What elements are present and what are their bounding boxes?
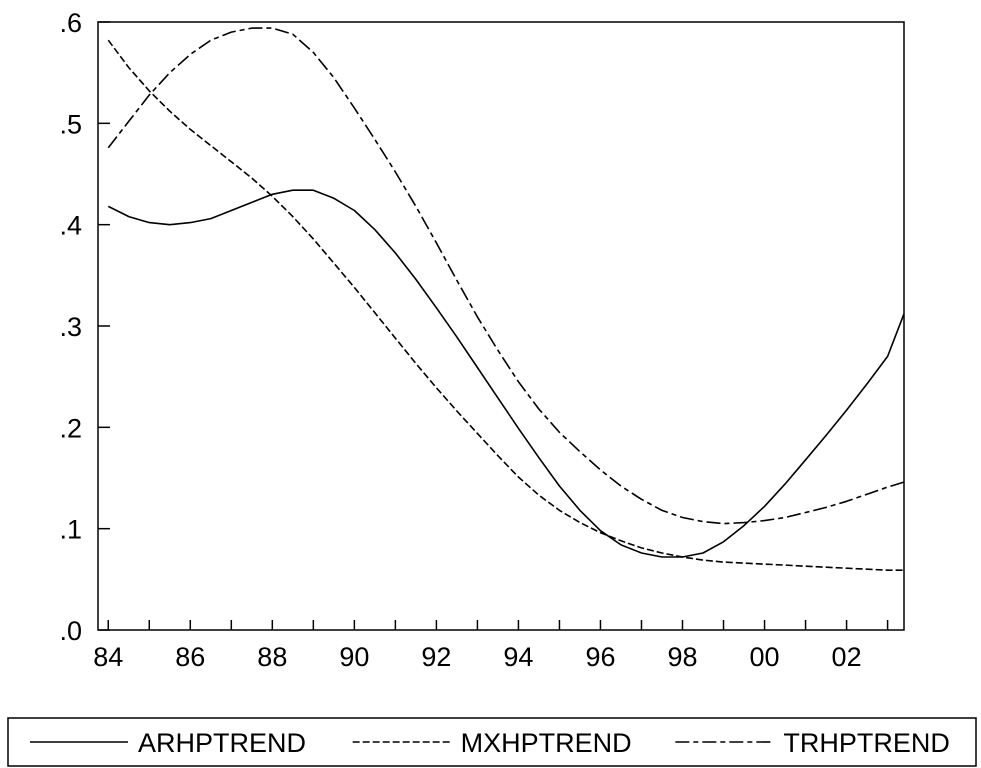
x-tick-label: 96 (585, 642, 615, 672)
y-tick-label: .2 (59, 413, 82, 443)
y-tick-label: .6 (59, 8, 82, 38)
legend: ARHPTREND MXHPTREND TRHPTREND (7, 717, 977, 767)
y-tick-label: .1 (59, 515, 82, 545)
y-tick-label: .5 (59, 109, 82, 139)
x-tick-label: 86 (175, 642, 205, 672)
x-tick-label: 94 (503, 642, 533, 672)
y-tick-label: .0 (59, 616, 82, 646)
legend-label-mxhptrend: MXHPTREND (461, 728, 632, 758)
series-line-arhptrend (107, 189, 905, 558)
series-line-mxhptrend (107, 39, 904, 572)
series-lines (107, 27, 905, 572)
legend-box (7, 717, 977, 767)
series-line-trhptrend (107, 27, 905, 525)
y-tick-label: .4 (59, 211, 82, 241)
plot-area (97, 21, 905, 631)
x-tick-label: 90 (339, 642, 369, 672)
x-tick-label: 88 (257, 642, 287, 672)
plot-frame (97, 21, 905, 631)
legend-label-trhptrend: TRHPTREND (783, 728, 950, 758)
x-tick-label: 00 (750, 642, 780, 672)
x-tick-label: 98 (667, 642, 697, 672)
x-tick-label: 02 (832, 642, 862, 672)
legend-label-arhptrend: ARHPTREND (138, 728, 306, 758)
x-tick-label: 84 (93, 642, 123, 672)
x-tick-label: 92 (421, 642, 451, 672)
axes: .0 .1 .2 .3 .4 .5 .6 84 86 88 90 92 94 96 98 00 02 (59, 8, 889, 672)
y-tick-label: .3 (59, 312, 82, 342)
